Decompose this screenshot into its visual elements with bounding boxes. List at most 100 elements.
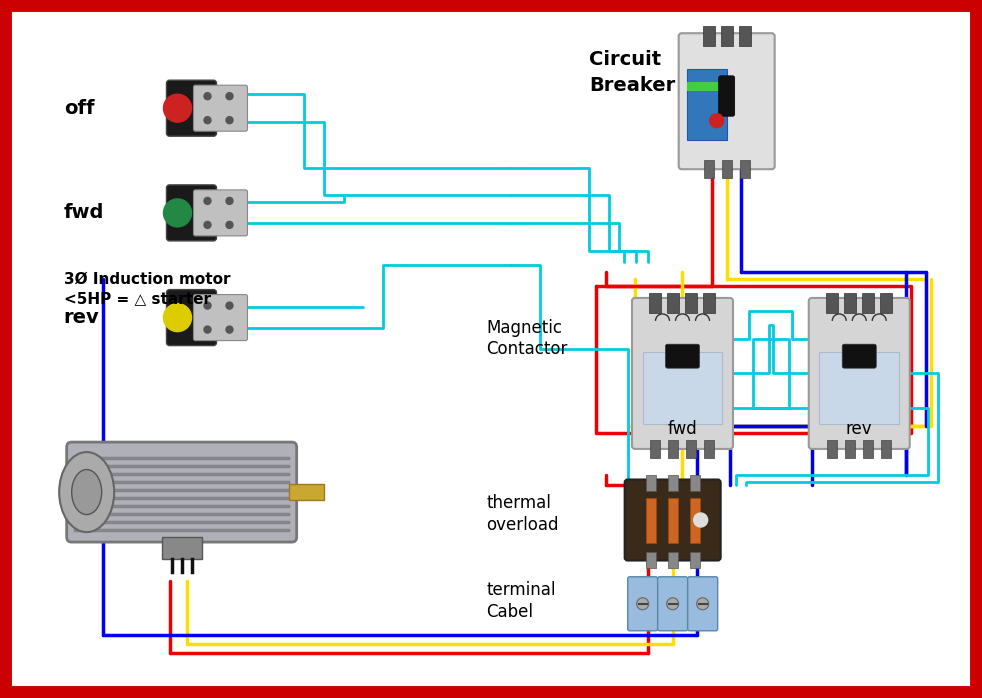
Bar <box>704 440 715 458</box>
Bar <box>686 82 728 91</box>
FancyBboxPatch shape <box>666 344 699 368</box>
Circle shape <box>226 221 233 228</box>
Text: 3Ø Induction motor: 3Ø Induction motor <box>64 272 231 287</box>
Bar <box>689 551 699 567</box>
Bar <box>646 475 656 491</box>
Circle shape <box>226 326 233 333</box>
FancyBboxPatch shape <box>809 298 909 449</box>
Bar <box>686 440 696 458</box>
Bar <box>74 505 290 508</box>
Bar <box>668 498 678 542</box>
Bar <box>845 293 856 313</box>
Bar <box>826 293 839 313</box>
FancyBboxPatch shape <box>627 577 658 631</box>
Text: fwd: fwd <box>64 203 104 223</box>
Bar <box>704 161 714 178</box>
FancyBboxPatch shape <box>632 298 733 449</box>
Bar <box>74 473 290 476</box>
Bar <box>863 440 873 458</box>
FancyBboxPatch shape <box>843 344 876 368</box>
Circle shape <box>204 117 211 124</box>
FancyBboxPatch shape <box>193 295 247 341</box>
Text: off: off <box>64 98 94 118</box>
Bar <box>703 27 715 46</box>
FancyBboxPatch shape <box>167 290 216 346</box>
Bar <box>862 293 874 313</box>
Circle shape <box>163 94 191 122</box>
Bar <box>74 465 290 468</box>
Text: Cabel: Cabel <box>486 603 533 621</box>
Ellipse shape <box>59 452 114 532</box>
Bar <box>74 521 290 524</box>
Text: rev: rev <box>846 420 873 438</box>
FancyBboxPatch shape <box>625 480 721 560</box>
FancyBboxPatch shape <box>193 85 247 131</box>
FancyBboxPatch shape <box>687 577 718 631</box>
Text: Contactor: Contactor <box>486 340 568 358</box>
Text: overload: overload <box>486 516 559 534</box>
Bar <box>738 27 750 46</box>
Ellipse shape <box>72 470 102 514</box>
Circle shape <box>204 326 211 333</box>
Bar <box>881 440 892 458</box>
Bar <box>74 529 290 532</box>
Bar <box>739 161 749 178</box>
Bar <box>642 352 723 424</box>
FancyBboxPatch shape <box>658 577 687 631</box>
Bar <box>685 293 697 313</box>
Bar <box>289 484 324 500</box>
Bar <box>668 475 678 491</box>
Bar <box>650 440 661 458</box>
Circle shape <box>226 93 233 100</box>
Circle shape <box>204 198 211 205</box>
Circle shape <box>710 114 724 128</box>
Circle shape <box>667 597 679 610</box>
Text: thermal: thermal <box>486 493 551 512</box>
Bar <box>827 440 838 458</box>
Circle shape <box>226 302 233 309</box>
Circle shape <box>163 199 191 227</box>
FancyBboxPatch shape <box>67 442 297 542</box>
Bar <box>74 497 290 500</box>
Text: terminal: terminal <box>486 581 556 599</box>
Text: Magnetic: Magnetic <box>486 319 562 337</box>
Bar <box>721 27 733 46</box>
Circle shape <box>696 597 709 610</box>
Text: Circuit: Circuit <box>589 50 661 69</box>
Bar <box>846 440 855 458</box>
Bar <box>74 457 290 460</box>
FancyBboxPatch shape <box>167 80 216 136</box>
Circle shape <box>226 117 233 124</box>
Bar <box>668 551 678 567</box>
Circle shape <box>204 302 211 309</box>
FancyBboxPatch shape <box>679 34 775 169</box>
FancyBboxPatch shape <box>193 190 247 236</box>
Text: <5HP = △ starter: <5HP = △ starter <box>64 291 211 306</box>
Circle shape <box>163 304 191 332</box>
Circle shape <box>204 93 211 100</box>
Bar <box>689 475 699 491</box>
FancyBboxPatch shape <box>167 185 216 241</box>
Bar <box>74 513 290 516</box>
Bar <box>703 293 716 313</box>
Circle shape <box>636 597 649 610</box>
Bar <box>162 537 201 559</box>
Bar <box>722 161 732 178</box>
Bar <box>74 489 290 492</box>
Text: fwd: fwd <box>668 420 697 438</box>
Bar <box>646 551 656 567</box>
Circle shape <box>693 513 708 527</box>
Bar <box>74 481 290 484</box>
Bar <box>668 293 680 313</box>
Bar <box>686 68 728 140</box>
Bar <box>880 293 893 313</box>
Bar <box>649 293 662 313</box>
Circle shape <box>226 198 233 205</box>
Text: Breaker: Breaker <box>589 75 676 95</box>
Text: rev: rev <box>64 308 99 327</box>
Bar <box>646 498 656 542</box>
Circle shape <box>204 221 211 228</box>
Bar <box>669 440 679 458</box>
Bar <box>819 352 900 424</box>
FancyBboxPatch shape <box>719 76 735 116</box>
